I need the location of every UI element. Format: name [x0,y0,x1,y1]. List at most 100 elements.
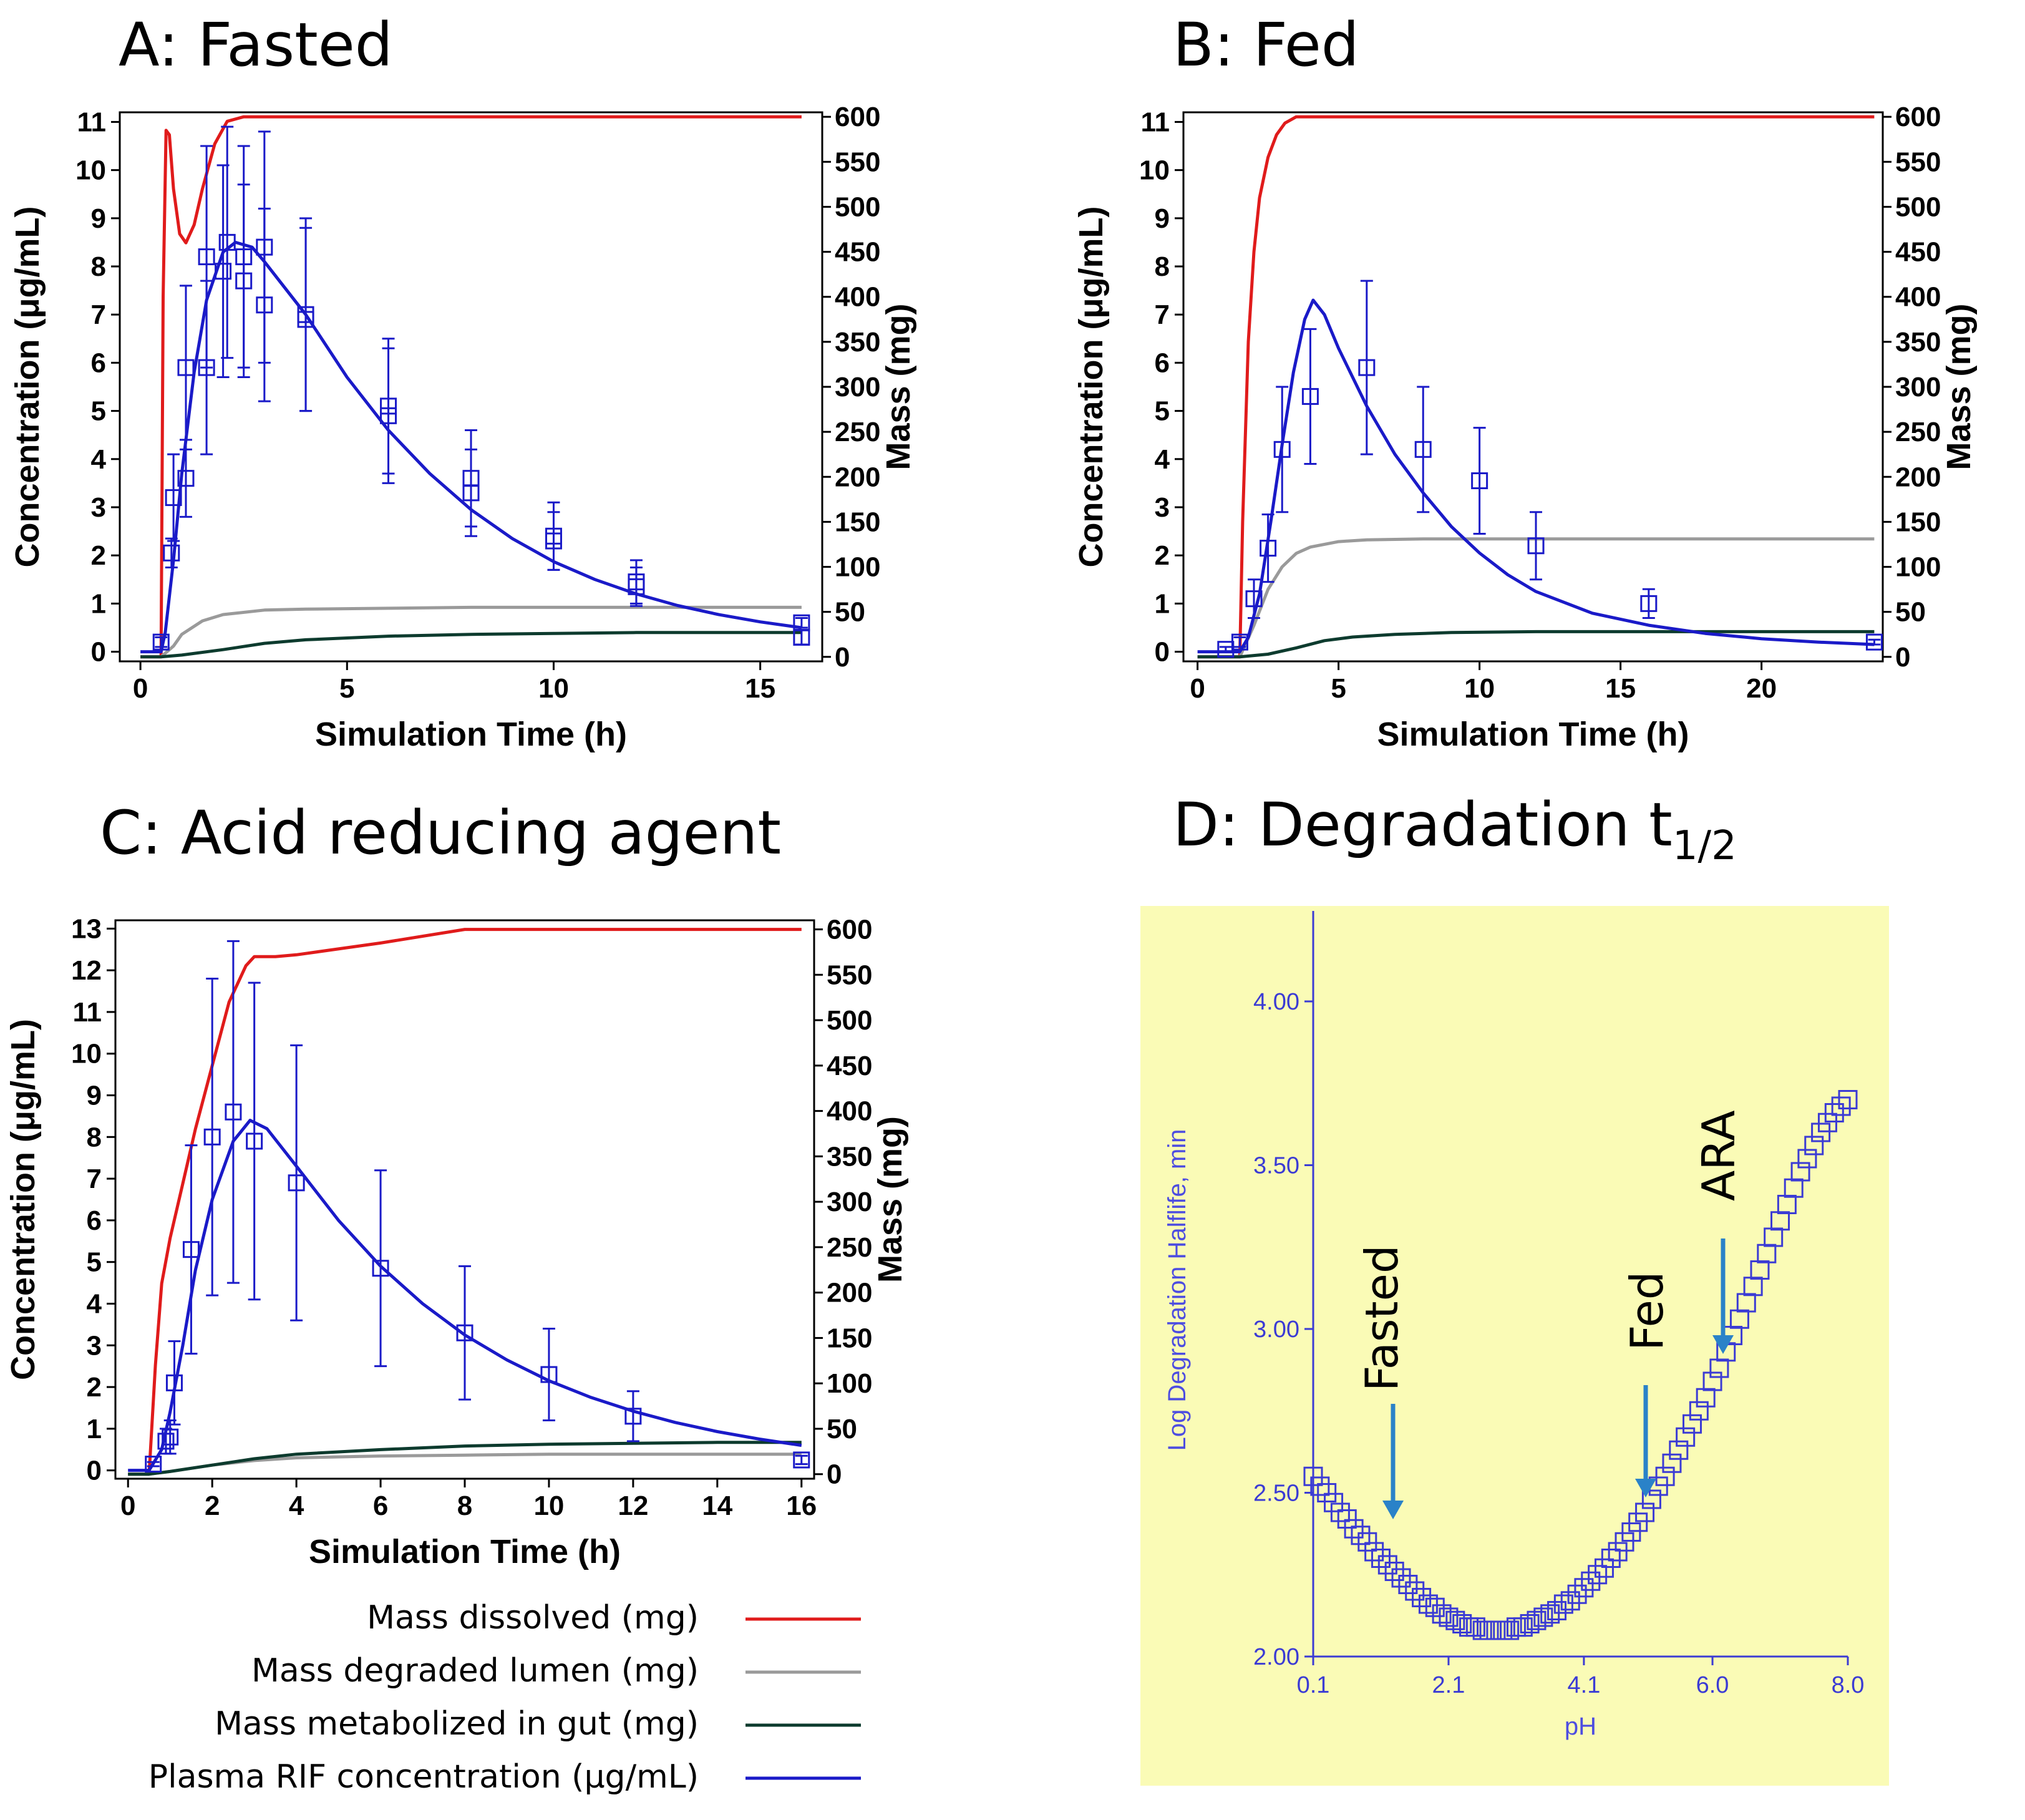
panel-d-title-main: D: Degradation t [1173,790,1673,860]
metabolized-line [1197,630,1875,659]
data-point [1811,1122,1831,1142]
y-tick-label: 10 [71,1039,102,1069]
legend-label: Mass degraded lumen (mg) [251,1652,699,1690]
plasma-line [1197,298,1875,654]
data-point [1676,1427,1696,1447]
data-point [1425,1597,1445,1617]
y-tick-label: 6 [87,1205,102,1236]
data-point [1533,1607,1553,1627]
y2-tick-label: 500 [827,1005,872,1036]
y2-tick-label: 500 [1895,192,1941,222]
y-tick-label: 10 [1139,155,1170,186]
observed-point [456,1324,473,1341]
panel-b-chart: 0 5 10 15 2001234567891011050100150200250300… [1072,102,1978,753]
y2-tick-label: 300 [835,372,880,402]
y-tick-label: 0 [87,1456,102,1486]
data-point [1527,1610,1547,1630]
data-point [1608,1542,1628,1562]
annotation-fed: Fed [1621,1272,1673,1351]
dissolved-line [128,928,802,1476]
y-axis-label: Concentration (μg/mL) [9,207,46,568]
data-point [1615,1532,1634,1552]
plasma-line [128,1119,802,1472]
observed-point [218,233,236,251]
observed-point [198,248,215,266]
y2-tick-label: 600 [1895,102,1941,132]
data-point [1757,1243,1777,1263]
y2-tick-label: 550 [827,960,872,990]
y2-axis-label: Mass (mg) [880,303,917,470]
observed-point [165,1374,183,1391]
y2-tick-label: 50 [835,597,865,628]
y2-tick-label: 450 [1895,237,1941,268]
y-tick-label: 1 [91,588,106,619]
x-tick-label: 10 [538,673,569,704]
arrow-head [1382,1501,1404,1519]
y-tick-label: 3 [87,1330,102,1361]
y-tick-label: 4.00 [1253,989,1299,1015]
plot-frame [119,111,823,663]
data-point [1831,1096,1851,1116]
x-tick-label: 15 [745,673,775,704]
data-point [1391,1568,1411,1588]
y-tick-label: 0 [91,637,106,668]
y2-tick-label: 300 [1895,372,1941,402]
degraded-line [128,1453,802,1476]
data-point [1540,1604,1560,1624]
y-tick-label: 2.00 [1253,1644,1299,1670]
y2-tick-label: 250 [827,1232,872,1263]
y-tick-label: 4 [1155,444,1170,475]
observed-point [1260,540,1277,557]
y-tick-label: 5 [1155,396,1170,427]
data-point [1736,1293,1756,1313]
y2-tick-label: 200 [827,1278,872,1308]
legend: Mass dissolved (mg) Mass degraded lumen (… [148,1599,861,1796]
data-point [1330,1502,1350,1522]
y2-tick-label: 400 [1895,282,1941,313]
data-point [1384,1562,1404,1581]
x-tick-label: 5 [1331,673,1346,704]
data-point [1588,1565,1608,1585]
observed-point [380,397,397,415]
data-point [1729,1309,1749,1329]
y-tick-label: 3 [91,492,106,523]
observed-point [177,359,195,376]
metabolized-line [140,631,802,659]
x-tick-label: 15 [1605,673,1636,704]
panel-b-title: B: Fed [1173,10,1359,80]
x-tick-label: 4 [289,1491,304,1521]
observed-point [1245,590,1263,608]
x-tick-label: 8 [457,1491,472,1521]
data-point [1628,1512,1648,1532]
data-point [1418,1594,1438,1614]
y2-tick-label: 350 [827,1141,872,1172]
data-point [1560,1591,1580,1611]
data-point [1669,1440,1689,1460]
y2-tick-label: 100 [1895,552,1941,583]
data-point [1804,1136,1824,1156]
data-point [1520,1614,1540,1633]
y-tick-label: 4 [87,1288,102,1319]
observed-point [624,1408,642,1425]
x-tick-label: 0.1 [1297,1672,1330,1698]
observed-point [152,633,170,651]
data-point [1696,1388,1716,1408]
y-tick-label: 0 [1155,637,1170,668]
data-point [1465,1617,1485,1637]
observed-point [165,489,182,507]
y-tick-label: 5 [87,1247,102,1278]
x-tick-label: 2 [205,1491,220,1521]
observed-point [145,1456,162,1473]
observed-point [372,1260,389,1277]
data-point [1838,1090,1858,1109]
observed-point [540,1366,558,1383]
y-tick-label: 6 [1155,348,1170,378]
y2-tick-label: 550 [1895,147,1941,177]
observed-point [163,544,180,562]
observed-point [1358,359,1376,376]
annotation-fasted: Fasted [1356,1245,1408,1391]
x-tick-label: 8.0 [1832,1672,1865,1698]
y-tick-label: 11 [77,107,106,137]
x-axis-label: Simulation Time (h) [1377,716,1689,753]
